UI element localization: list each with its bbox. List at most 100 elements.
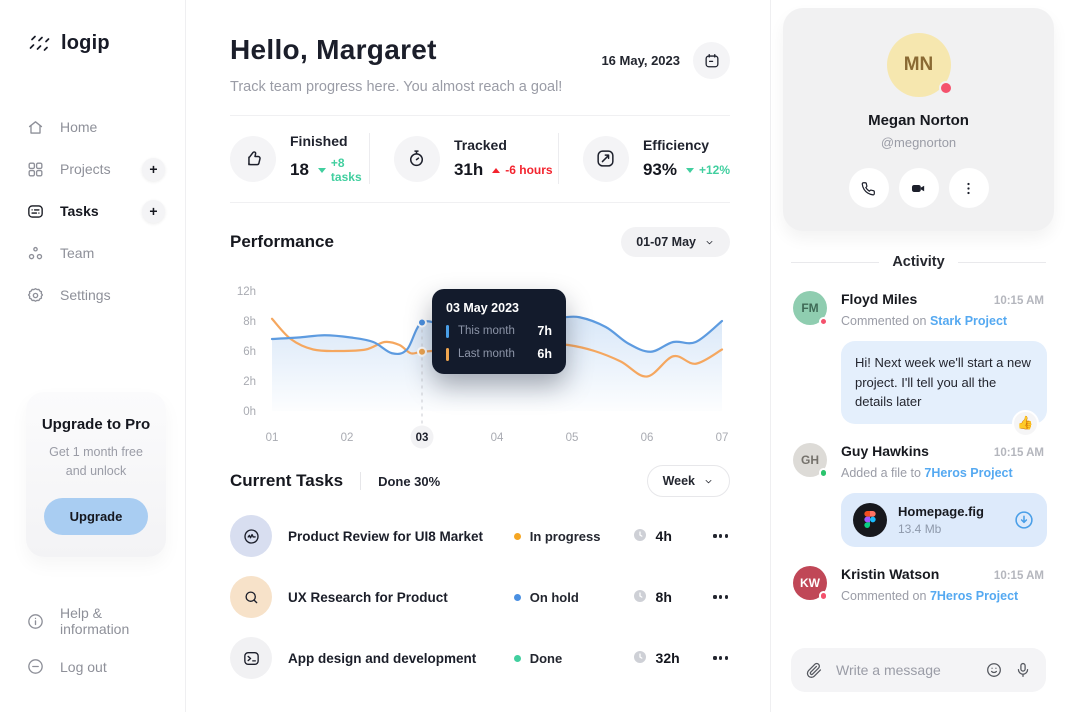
logout-icon — [26, 657, 45, 676]
sidebar-nav: Home Projects + Tasks + Team Settings — [26, 110, 165, 312]
file-attachment[interactable]: Homepage.fig 13.4 Mb — [841, 492, 1047, 547]
message-input[interactable] — [834, 661, 974, 679]
clock-icon — [632, 649, 648, 668]
sidebar-item-help[interactable]: Help & information — [26, 605, 165, 637]
video-icon — [910, 180, 927, 197]
stat-efficiency: Efficiency 93% +12% — [557, 133, 730, 184]
sidebar-item-logout[interactable]: Log out — [26, 657, 165, 676]
triangle-down-icon — [685, 167, 694, 173]
reaction-badge[interactable]: 👍 — [1012, 409, 1039, 437]
stats-row: Finished 18 +8 tasks Tracked 31h -6 hour… — [230, 116, 730, 202]
performance-title: Performance — [230, 232, 334, 251]
paperclip-icon[interactable] — [805, 661, 823, 679]
date-display: 16 May, 2023 — [601, 42, 730, 79]
avatar: GH — [793, 442, 828, 478]
stats-divider — [230, 202, 730, 203]
svg-text:03: 03 — [416, 432, 429, 444]
emoji-icon[interactable] — [985, 661, 1003, 679]
calendar-button[interactable] — [693, 42, 730, 79]
stat-change: +12% — [685, 163, 730, 177]
stat-value: 18 — [290, 160, 309, 179]
page-title: Hello, Margaret — [230, 34, 437, 65]
performance-chart[interactable]: 0h 2h 6h 8h 12h 01 02 03 04 05 06 07 — [230, 265, 730, 451]
status-dot — [818, 316, 828, 326]
activity-user-name: Floyd Miles — [841, 291, 918, 307]
current-date: 16 May, 2023 — [601, 53, 680, 68]
upgrade-subtitle: Get 1 month free and unlock — [49, 445, 143, 479]
project-link[interactable]: 7Heros Project — [929, 588, 1019, 603]
download-button[interactable] — [1013, 509, 1035, 531]
info-icon — [26, 612, 45, 631]
add-task-button[interactable]: + — [142, 199, 165, 223]
magnifier-icon — [230, 576, 272, 618]
avatar: MN — [886, 33, 953, 97]
trend-icon — [582, 135, 629, 182]
task-time: 8h — [632, 588, 712, 607]
logo-icon — [26, 30, 52, 56]
task-name: Product Review for UI8 Market — [288, 528, 484, 544]
call-button[interactable] — [848, 168, 889, 208]
sidebar-item-tasks[interactable]: Tasks + — [26, 194, 165, 228]
task-status: Done — [513, 651, 632, 666]
activity-timestamp: 10:15 AM — [993, 295, 1044, 307]
logo: logip — [26, 30, 165, 56]
sidebar-item-projects[interactable]: Projects + — [26, 152, 165, 186]
task-row[interactable]: Product Review for UI8 Market In progres… — [230, 514, 730, 558]
project-link[interactable]: Stark Project — [929, 314, 1008, 328]
task-row[interactable]: App design and development Done 32h — [230, 636, 730, 680]
team-icon — [26, 244, 45, 263]
download-icon — [1013, 509, 1035, 531]
file-size: 13.4 Mb — [898, 521, 942, 536]
status-dot — [513, 593, 521, 601]
message-composer — [791, 648, 1046, 692]
task-row[interactable]: UX Research for Product On hold 8h — [230, 575, 730, 619]
avatar: KW — [793, 565, 828, 601]
comment-bubble: Hi! Next week we'll start a new project.… — [841, 341, 1047, 437]
performance-chart-area: 0h 2h 6h 8h 12h 01 02 03 04 05 06 07 03 May 2023 Th… — [230, 265, 730, 451]
more-options-icon[interactable] — [711, 528, 730, 543]
add-project-button[interactable]: + — [142, 157, 165, 181]
performance-range-selector[interactable]: 01-07 May — [621, 227, 730, 257]
sidebar-item-label: Home — [60, 119, 98, 135]
svg-text:06: 06 — [641, 432, 654, 444]
activity-header: Activity — [783, 254, 1054, 270]
task-name: App design and development — [288, 650, 477, 666]
sidebar-item-settings[interactable]: Settings — [26, 278, 165, 312]
clock-icon — [632, 527, 648, 546]
activity-timestamp: 10:15 AM — [993, 446, 1044, 459]
task-name: UX Research for Product — [288, 589, 448, 605]
activity-item: GH Guy Hawkins 10:15 AM Added a file to … — [793, 442, 1044, 480]
microphone-icon[interactable] — [1014, 661, 1032, 679]
task-time: 32h — [632, 649, 712, 668]
sidebar-item-label: Team — [60, 245, 95, 261]
tasks-range-selector[interactable]: Week — [646, 465, 730, 497]
task-time: 4h — [632, 527, 712, 546]
project-link[interactable]: 7Heros Project — [924, 465, 1013, 480]
stat-tracked: Tracked 31h -6 hours — [368, 133, 558, 184]
profile-handle: @megnorton — [880, 135, 957, 150]
upgrade-button[interactable]: Upgrade — [43, 497, 149, 535]
triangle-down-icon — [317, 167, 326, 173]
status-dot — [818, 591, 828, 601]
more-options-icon[interactable] — [711, 589, 730, 604]
stat-change: -6 hours — [492, 163, 553, 177]
file-name: Homepage.fig — [898, 503, 984, 519]
svg-text:6h: 6h — [243, 346, 256, 358]
more-options-button[interactable] — [948, 168, 989, 208]
video-call-button[interactable] — [898, 168, 939, 208]
sidebar-footer: Help & information Log out — [26, 605, 165, 688]
sidebar-item-label: Settings — [60, 287, 111, 303]
task-list: Product Review for UI8 Market In progres… — [230, 514, 730, 680]
task-status: On hold — [513, 590, 632, 605]
kebab-icon — [960, 180, 977, 197]
activity-item: KW Kristin Watson 10:15 AM Commented on … — [793, 565, 1044, 603]
performance-header: Performance 01-07 May — [230, 227, 730, 257]
sidebar-item-team[interactable]: Team — [26, 236, 165, 270]
phone-icon — [860, 180, 877, 197]
page-subtitle: Track team progress here. You almost rea… — [230, 79, 563, 95]
sidebar-item-home[interactable]: Home — [26, 110, 165, 144]
gear-icon — [26, 286, 45, 305]
stat-value: 93% — [642, 160, 677, 179]
more-options-icon[interactable] — [711, 650, 730, 665]
svg-text:01: 01 — [266, 432, 279, 444]
